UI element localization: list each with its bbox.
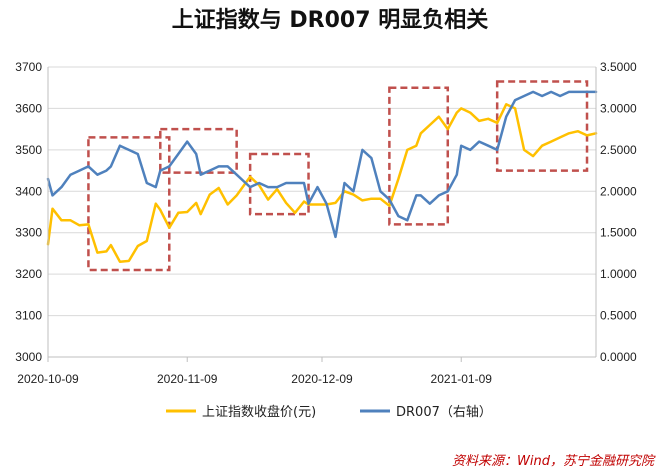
legend-label-dr007: DR007（右轴） <box>396 405 492 420</box>
highlight-box <box>159 127 238 174</box>
right-tick-label: 0.5000 <box>600 309 637 323</box>
right-tick-label: 3.5000 <box>600 60 637 74</box>
highlight-box <box>87 136 171 272</box>
series-lines <box>46 90 598 263</box>
gridlines <box>48 66 596 358</box>
left-tick-label: 3300 <box>15 226 42 240</box>
right-tick-label: 2.0000 <box>600 184 637 198</box>
highlight-box <box>495 80 589 172</box>
chart-title: 上证指数与 DR007 明显负相关 <box>172 7 488 33</box>
x-axis-ticks: 2020-10-09 2020-11-09 2020-12-09 2021-01-09 <box>17 357 492 386</box>
source-note: 资料来源：Wind，苏宁金融研究院 <box>452 453 656 469</box>
legend: 上证指数收盘价(元) DR007（右轴） <box>166 404 492 420</box>
right-tick-label: 1.5000 <box>600 226 637 240</box>
series-line-shanghai-index <box>46 103 598 263</box>
right-tick-label: 2.5000 <box>600 143 637 157</box>
x-tick-label: 2020-12-09 <box>291 372 353 386</box>
right-tick-label: 1.0000 <box>600 267 637 281</box>
legend-label-shanghai-index: 上证指数收盘价(元) <box>202 404 316 420</box>
highlight-boxes <box>87 80 589 272</box>
right-axis-ticks: 0.0000 0.5000 1.0000 1.5000 2.0000 2.5000 3.00… <box>600 60 637 364</box>
x-tick-label: 2020-10-09 <box>17 372 79 386</box>
x-tick-label: 2020-11-09 <box>157 372 218 386</box>
left-tick-label: 3600 <box>15 101 42 115</box>
right-tick-label: 3.0000 <box>600 101 637 115</box>
left-tick-label: 3000 <box>15 350 42 364</box>
axes <box>47 67 597 358</box>
series-line-dr007 <box>46 90 598 239</box>
left-tick-label: 3200 <box>15 267 42 281</box>
highlight-box <box>248 152 310 216</box>
right-tick-label: 0.0000 <box>600 350 637 364</box>
x-tick-label: 2021-01-09 <box>431 372 493 386</box>
highlight-box <box>388 86 450 226</box>
left-tick-label: 3500 <box>15 143 42 157</box>
left-tick-label: 3700 <box>15 60 42 74</box>
left-axis-ticks: 3000 3100 3200 3300 3400 3500 3600 3700 <box>15 60 42 364</box>
left-tick-label: 3100 <box>15 309 42 323</box>
left-tick-label: 3400 <box>15 184 42 198</box>
